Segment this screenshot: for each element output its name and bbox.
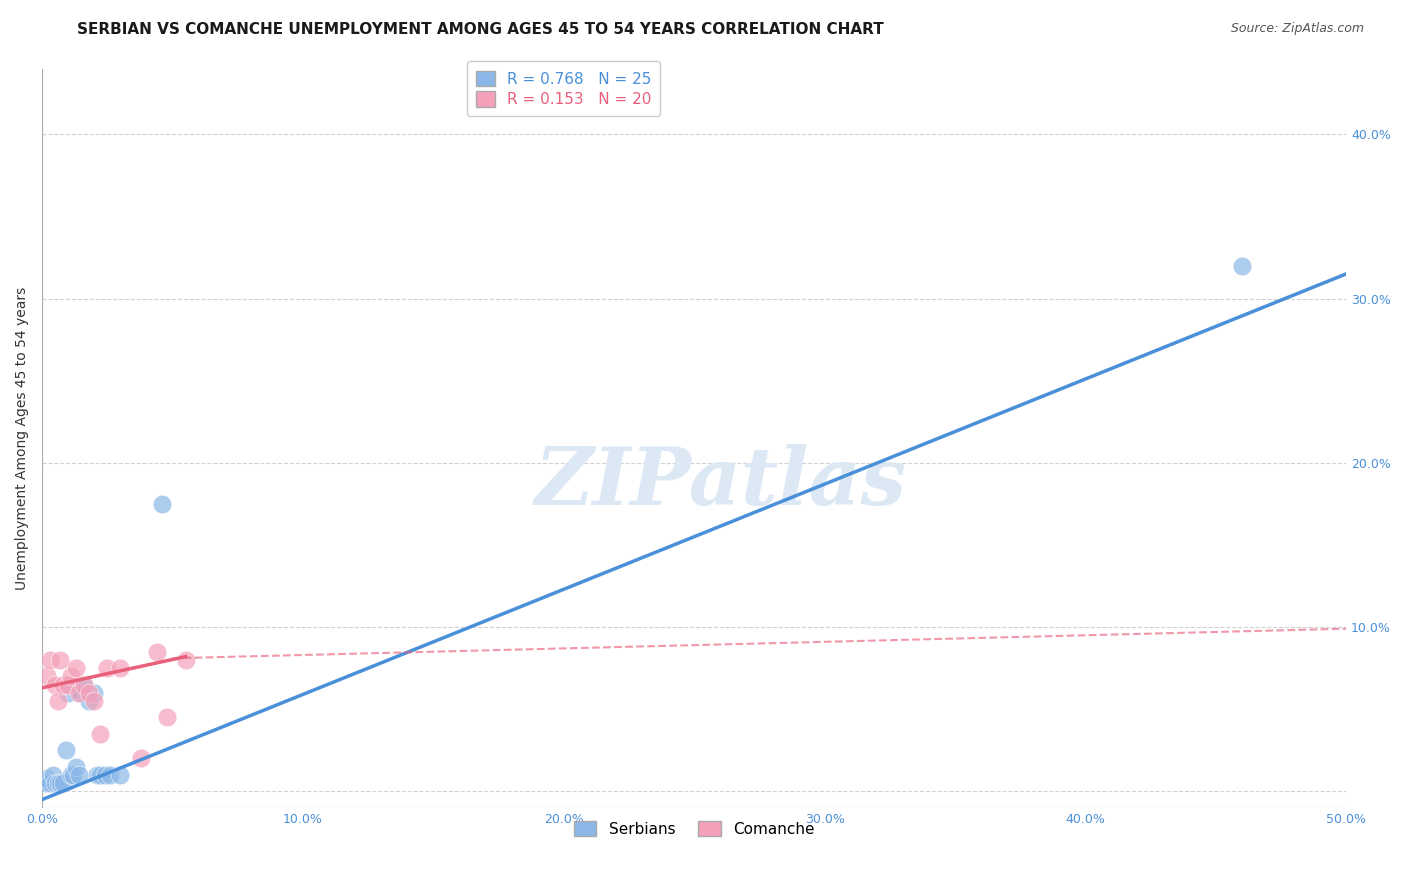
Text: Source: ZipAtlas.com: Source: ZipAtlas.com	[1230, 22, 1364, 36]
Point	[46, 776, 69, 790]
Point	[67, 768, 90, 782]
Point	[65, 661, 87, 675]
Point	[110, 661, 132, 675]
Point	[89, 768, 111, 782]
Point	[46, 694, 69, 708]
Point	[67, 686, 90, 700]
Point	[83, 686, 105, 700]
Point	[77, 686, 100, 700]
Point	[44, 776, 66, 790]
Point	[34, 776, 56, 790]
Point	[156, 710, 179, 724]
Point	[73, 677, 96, 691]
Point	[49, 776, 72, 790]
Point	[96, 661, 118, 675]
Point	[49, 653, 72, 667]
Text: SERBIAN VS COMANCHE UNEMPLOYMENT AMONG AGES 45 TO 54 YEARS CORRELATION CHART: SERBIAN VS COMANCHE UNEMPLOYMENT AMONG A…	[77, 22, 884, 37]
Point	[59, 669, 82, 683]
Point	[52, 776, 75, 790]
Point	[39, 653, 62, 667]
Point	[55, 743, 77, 757]
Point	[77, 694, 100, 708]
Point	[62, 768, 84, 782]
Point	[41, 768, 63, 782]
Legend: Serbians, Comanche: Serbians, Comanche	[567, 814, 823, 845]
Point	[131, 751, 153, 765]
Y-axis label: Unemployment Among Ages 45 to 54 years: Unemployment Among Ages 45 to 54 years	[15, 286, 30, 590]
Point	[174, 653, 197, 667]
Point	[37, 771, 59, 785]
Point	[86, 768, 108, 782]
Point	[58, 686, 80, 700]
Text: ZIPatlas: ZIPatlas	[534, 443, 907, 521]
Point	[70, 686, 93, 700]
Point	[58, 677, 80, 691]
Point	[146, 645, 169, 659]
Point	[44, 677, 66, 691]
Point	[73, 677, 96, 691]
Point	[150, 497, 173, 511]
Point	[37, 669, 59, 683]
Point	[39, 776, 62, 790]
Point	[59, 768, 82, 782]
Point	[110, 768, 132, 782]
Point	[94, 768, 117, 782]
Point	[65, 760, 87, 774]
Point	[89, 727, 111, 741]
Point	[83, 694, 105, 708]
Point	[1230, 259, 1253, 273]
Point	[52, 677, 75, 691]
Point	[98, 768, 121, 782]
